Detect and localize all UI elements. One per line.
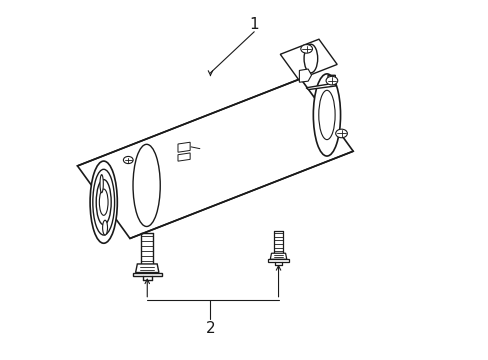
Polygon shape bbox=[267, 259, 288, 262]
Polygon shape bbox=[178, 153, 190, 161]
Polygon shape bbox=[178, 142, 190, 152]
Ellipse shape bbox=[90, 161, 117, 243]
Ellipse shape bbox=[133, 144, 160, 226]
Ellipse shape bbox=[96, 180, 111, 225]
Text: 1: 1 bbox=[249, 17, 259, 32]
Ellipse shape bbox=[300, 45, 312, 53]
Ellipse shape bbox=[313, 74, 340, 156]
Ellipse shape bbox=[93, 169, 114, 235]
Polygon shape bbox=[77, 79, 352, 238]
Ellipse shape bbox=[123, 157, 133, 163]
Polygon shape bbox=[280, 39, 337, 80]
Ellipse shape bbox=[318, 90, 334, 140]
Ellipse shape bbox=[100, 175, 103, 193]
Polygon shape bbox=[299, 69, 311, 82]
Polygon shape bbox=[305, 75, 335, 90]
Polygon shape bbox=[135, 264, 159, 273]
Text: 2: 2 bbox=[205, 321, 215, 336]
Ellipse shape bbox=[99, 189, 108, 215]
Ellipse shape bbox=[102, 220, 107, 235]
Ellipse shape bbox=[325, 76, 337, 85]
Polygon shape bbox=[132, 273, 162, 276]
Ellipse shape bbox=[304, 44, 317, 73]
Polygon shape bbox=[270, 253, 286, 259]
Ellipse shape bbox=[335, 129, 346, 138]
